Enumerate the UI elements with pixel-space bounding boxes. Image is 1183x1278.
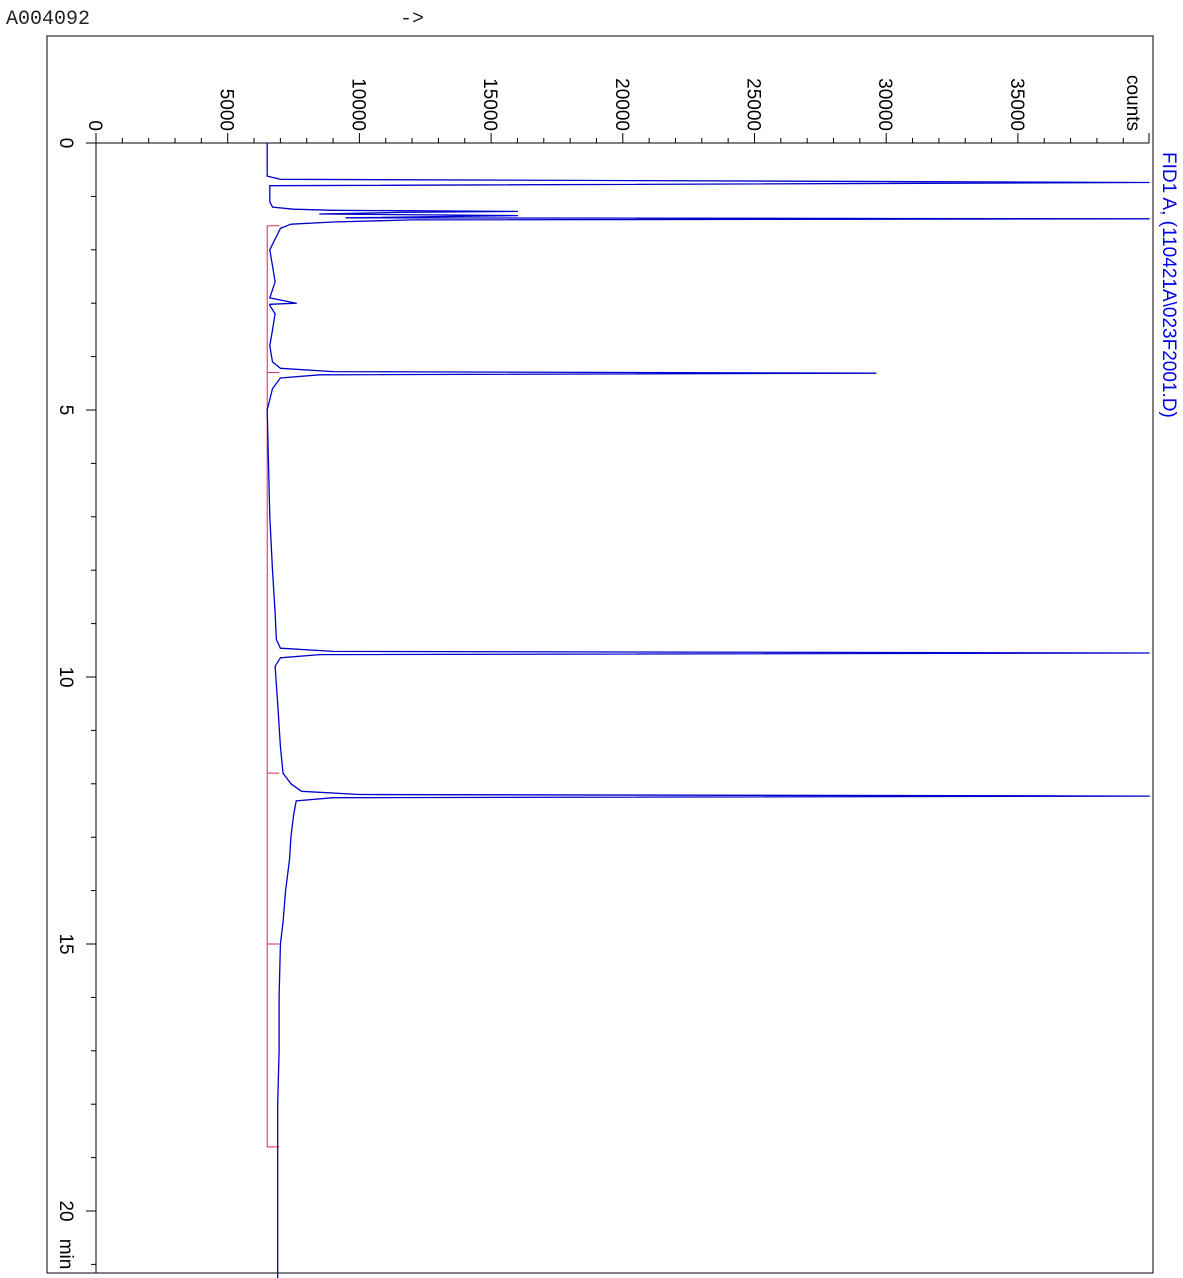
- arrow-label: ->: [400, 8, 425, 31]
- trace-point: [289, 858, 291, 860]
- counts-tick-label: 5000: [216, 89, 237, 131]
- trace-point: [271, 388, 274, 390]
- time-tick-label: 20: [55, 1200, 76, 1221]
- time-tick-label: 0: [55, 138, 76, 149]
- trace-point: [274, 238, 276, 240]
- trace-point: [292, 208, 295, 210]
- counts-tick-label: 0: [84, 120, 105, 131]
- trace-point: [278, 1050, 280, 1052]
- trace-point: [332, 221, 334, 223]
- trace-point: [295, 800, 297, 802]
- trace-point: [319, 654, 321, 656]
- trace-point: [269, 249, 271, 251]
- sample-id-label: A004092: [6, 8, 91, 31]
- trace-point: [285, 890, 287, 892]
- time-tick-label: 15: [55, 933, 76, 954]
- trace-point: [287, 868, 289, 870]
- time-tick-label: 10: [55, 666, 76, 687]
- trace-point: [271, 329, 274, 331]
- trace-point: [1148, 218, 1150, 220]
- trace-point: [279, 657, 281, 659]
- trace-point: [1148, 795, 1150, 797]
- trace-point: [279, 227, 281, 229]
- counts-axis-label: counts: [1122, 75, 1143, 131]
- plot-frame: [46, 35, 1154, 1274]
- trace-point: [277, 1157, 279, 1159]
- counts-tick-label: 15000: [479, 78, 500, 131]
- time-axis-label: min: [55, 1239, 76, 1270]
- trace-point: [398, 211, 400, 213]
- trace-point: [279, 943, 281, 945]
- trace-point: [319, 374, 321, 376]
- trace-point: [269, 345, 271, 347]
- chromatogram-trace: [266, 143, 1150, 1278]
- trace-point: [266, 142, 268, 144]
- trace-point: [516, 210, 519, 212]
- trace-point: [269, 304, 271, 306]
- trace-point: [290, 836, 292, 838]
- trace-point: [279, 178, 281, 180]
- trace-point: [266, 175, 268, 177]
- trace-point: [271, 265, 274, 267]
- trace-point: [269, 201, 271, 203]
- trace-point: [274, 665, 276, 667]
- trace-point: [275, 639, 277, 641]
- trace-point: [332, 209, 334, 211]
- trace-point: [1148, 652, 1150, 654]
- trace-point: [516, 215, 519, 217]
- trace-point: [332, 797, 334, 799]
- trace-point: [279, 647, 281, 649]
- trace-point: [282, 772, 284, 774]
- trace-point: [277, 1210, 279, 1212]
- axes-group: [86, 133, 1150, 1273]
- trace-point: [269, 303, 271, 305]
- trace-point: [274, 281, 276, 283]
- trace-point: [332, 650, 334, 653]
- trace-point: [290, 783, 292, 785]
- trace-point: [266, 158, 268, 160]
- counts-tick-label: 35000: [1006, 78, 1027, 131]
- counts-tick-label: 20000: [611, 78, 632, 131]
- trace-point: [277, 1103, 279, 1105]
- trace-point: [277, 703, 279, 705]
- trace-point: [300, 790, 303, 792]
- trace-point: [278, 996, 280, 999]
- trace-point: [267, 462, 270, 464]
- trace-point: [290, 223, 292, 225]
- trace-point: [292, 815, 295, 817]
- trace-point: [411, 219, 413, 221]
- trace-point: [271, 569, 274, 571]
- trace-point: [345, 217, 347, 219]
- trace-point: [271, 361, 274, 363]
- trace-point: [358, 793, 360, 796]
- trace-point: [295, 302, 297, 304]
- counts-tick-label: 25000: [743, 78, 764, 131]
- counts-tick-label: 10000: [347, 78, 368, 131]
- labels-group: 0 5000 10000 15000 20000 25000 30000 35000 count…: [55, 75, 1179, 1269]
- trace-point: [274, 313, 276, 315]
- trace-point: [279, 377, 281, 379]
- trace-point: [1148, 181, 1150, 184]
- trace-point: [282, 922, 284, 924]
- marks-group: [266, 142, 1150, 1278]
- trace-point: [266, 409, 268, 411]
- time-tick-label: 5: [55, 405, 76, 416]
- signal-label: FID1 A, (110421A\023F2001.D): [1158, 152, 1179, 418]
- trace-point: [274, 612, 276, 614]
- counts-tick-label: 30000: [874, 78, 895, 131]
- trace-point: [875, 372, 877, 374]
- trace-point: [269, 516, 271, 518]
- trace-point: [271, 206, 274, 208]
- trace-point: [279, 745, 281, 748]
- trace-point: [269, 297, 271, 299]
- trace-point: [319, 213, 321, 215]
- trace-point: [269, 185, 271, 187]
- trace-point: [279, 367, 281, 369]
- trace-point: [332, 371, 334, 373]
